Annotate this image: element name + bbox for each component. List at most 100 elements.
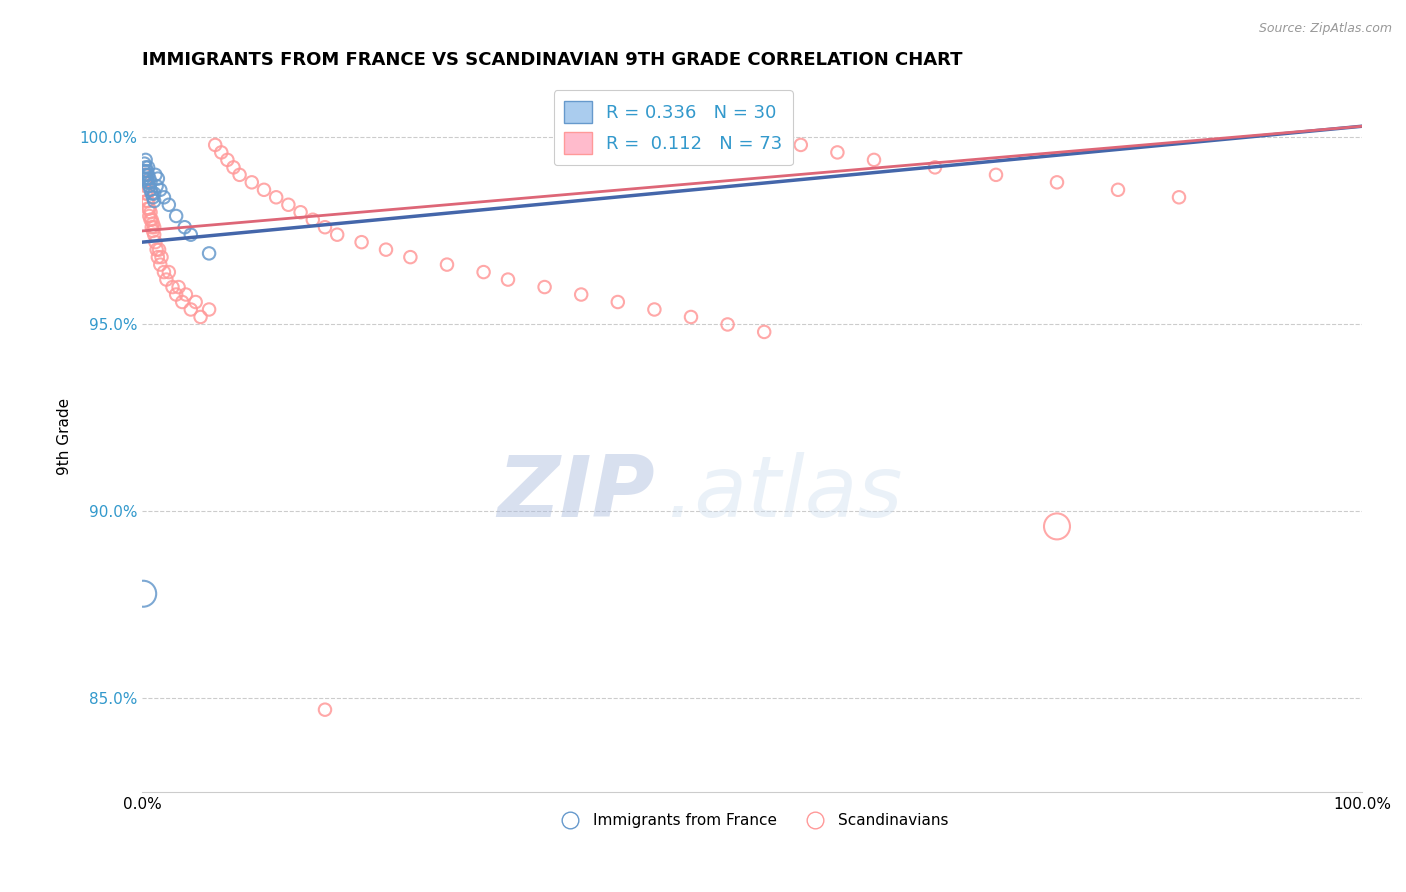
Point	[141, 212, 163, 227]
Point	[190, 310, 212, 324]
Point	[174, 287, 197, 301]
Point	[145, 168, 167, 182]
Point	[399, 250, 422, 264]
Point	[132, 587, 155, 601]
Point	[496, 272, 519, 286]
Point	[132, 183, 155, 197]
Y-axis label: 9th Grade: 9th Grade	[58, 398, 72, 475]
Point	[180, 302, 202, 317]
Point	[314, 703, 336, 717]
Point	[1168, 190, 1191, 204]
Point	[139, 183, 162, 197]
Point	[148, 243, 170, 257]
Point	[135, 164, 157, 178]
Point	[253, 183, 276, 197]
Point	[1046, 175, 1069, 189]
Point	[204, 137, 226, 152]
Point	[375, 243, 398, 257]
Point	[141, 186, 163, 201]
Point	[145, 243, 167, 257]
Point	[142, 224, 165, 238]
Point	[149, 183, 172, 197]
Point	[139, 175, 162, 189]
Point	[165, 209, 187, 223]
Point	[290, 205, 312, 219]
Point	[472, 265, 495, 279]
Point	[157, 265, 180, 279]
Point	[138, 171, 160, 186]
Point	[198, 302, 221, 317]
Point	[135, 161, 157, 175]
Point	[146, 250, 169, 264]
Point	[198, 246, 221, 260]
Point	[326, 227, 349, 242]
Point	[143, 186, 166, 201]
Point	[277, 198, 299, 212]
Point	[139, 205, 162, 219]
Point	[827, 145, 849, 160]
Text: ZIP: ZIP	[496, 452, 654, 535]
Point	[134, 168, 156, 182]
Point	[143, 194, 166, 208]
Point	[162, 280, 184, 294]
Point	[145, 235, 167, 249]
Point	[173, 220, 195, 235]
Point	[135, 153, 157, 167]
Point	[150, 250, 173, 264]
Point	[643, 302, 665, 317]
Point	[138, 202, 160, 216]
Point	[790, 137, 813, 152]
Text: Source: ZipAtlas.com: Source: ZipAtlas.com	[1258, 22, 1392, 36]
Point	[136, 175, 159, 189]
Point	[301, 212, 323, 227]
Point	[716, 318, 738, 332]
Point	[135, 186, 157, 201]
Point	[569, 287, 592, 301]
Point	[135, 171, 157, 186]
Text: IMMIGRANTS FROM FRANCE VS SCANDINAVIAN 9TH GRADE CORRELATION CHART: IMMIGRANTS FROM FRANCE VS SCANDINAVIAN 9…	[142, 51, 963, 69]
Point	[436, 258, 458, 272]
Point	[172, 295, 194, 310]
Point	[1107, 183, 1129, 197]
Point	[184, 295, 207, 310]
Point	[679, 310, 702, 324]
Point	[350, 235, 373, 249]
Point	[135, 194, 157, 208]
Text: .atlas: .atlas	[666, 452, 903, 535]
Point	[228, 168, 250, 182]
Point	[135, 186, 157, 201]
Point	[217, 153, 239, 167]
Point	[135, 179, 157, 194]
Point	[984, 168, 1007, 182]
Point	[138, 209, 160, 223]
Point	[134, 164, 156, 178]
Point	[135, 168, 157, 182]
Point	[136, 161, 159, 175]
Point	[153, 190, 176, 204]
Point	[240, 175, 263, 189]
Point	[143, 220, 166, 235]
Point	[141, 220, 163, 235]
Point	[145, 179, 167, 194]
Point	[606, 295, 628, 310]
Point	[139, 212, 162, 227]
Point	[136, 168, 159, 182]
Legend: Immigrants from France, Scandinavians: Immigrants from France, Scandinavians	[548, 807, 955, 834]
Point	[146, 171, 169, 186]
Point	[142, 190, 165, 204]
Point	[180, 227, 202, 242]
Point	[142, 217, 165, 231]
Point	[132, 171, 155, 186]
Point	[153, 265, 176, 279]
Point	[165, 287, 187, 301]
Point	[754, 325, 776, 339]
Point	[924, 161, 946, 175]
Point	[143, 227, 166, 242]
Point	[209, 145, 232, 160]
Point	[264, 190, 287, 204]
Point	[863, 153, 886, 167]
Point	[134, 156, 156, 170]
Point	[136, 202, 159, 216]
Point	[134, 175, 156, 189]
Point	[155, 272, 177, 286]
